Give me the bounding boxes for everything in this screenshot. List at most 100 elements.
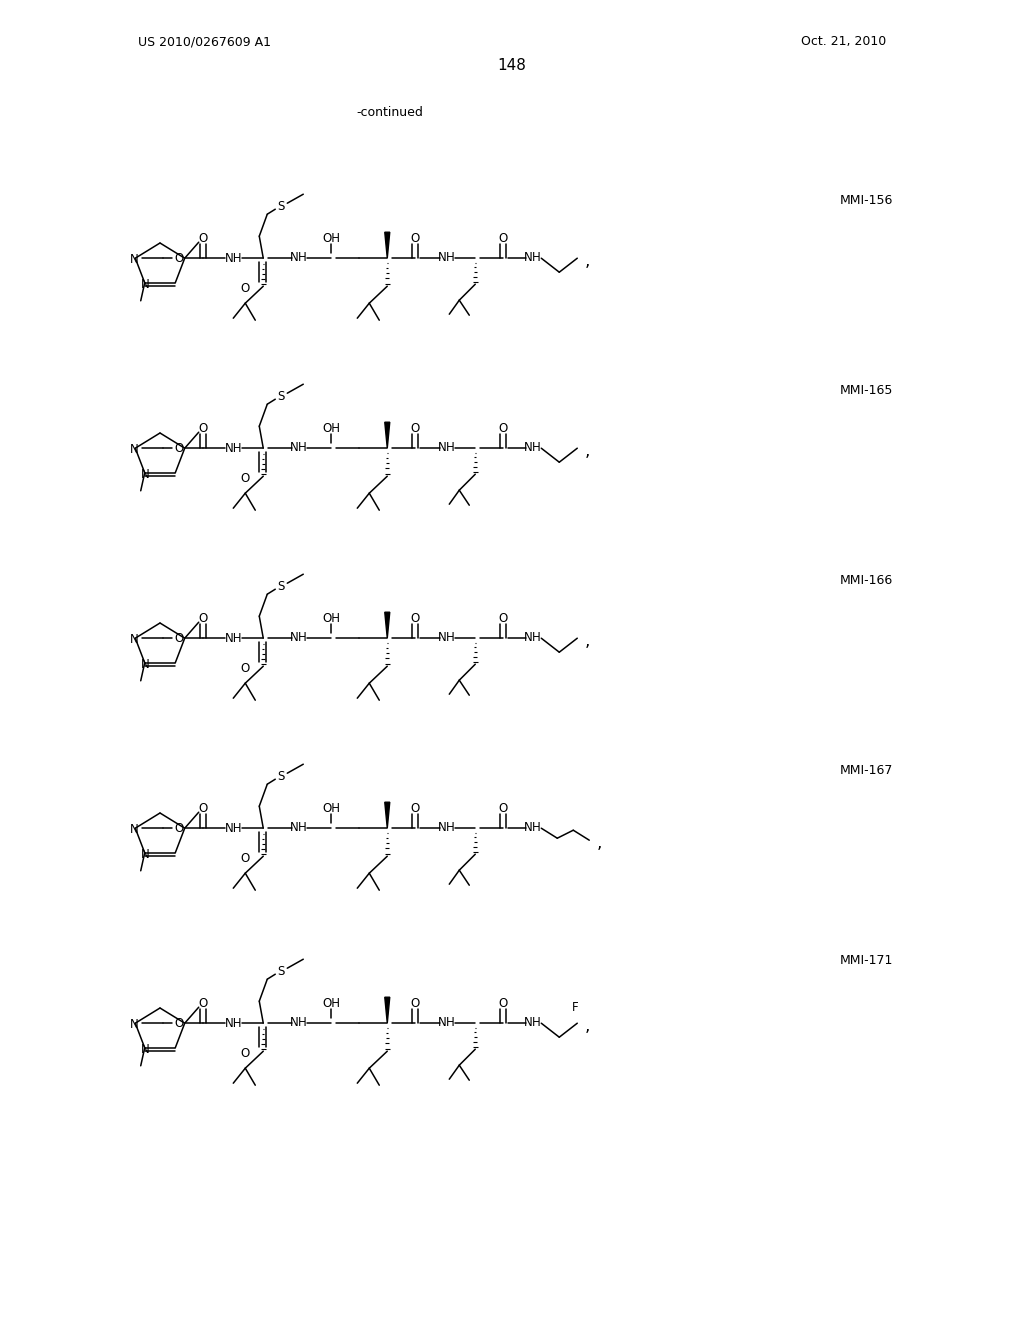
Text: N: N [141,469,151,482]
Text: O: O [175,252,184,265]
Text: US 2010/0267609 A1: US 2010/0267609 A1 [138,36,271,49]
Text: N: N [290,821,299,834]
Text: S: S [278,389,285,403]
Text: ,: , [585,632,590,651]
Text: MMI-171: MMI-171 [840,953,893,966]
Text: N: N [524,441,532,454]
Text: NH: NH [224,632,242,644]
Text: N: N [438,441,446,454]
Text: N: N [290,251,299,264]
Text: OH: OH [323,801,340,814]
Text: H: H [445,821,455,834]
Text: ,: , [597,834,602,853]
Text: O: O [499,421,508,434]
Text: O: O [411,997,420,1010]
Text: H: H [445,1015,455,1028]
Text: NH: NH [224,442,242,454]
Text: H: H [531,631,541,644]
Text: N: N [524,821,532,834]
Text: OH: OH [323,232,340,244]
Text: O: O [199,232,208,244]
Text: O: O [241,851,250,865]
Text: O: O [411,801,420,814]
Text: -continued: -continued [356,106,424,119]
Polygon shape [385,997,390,1023]
Text: H: H [445,251,455,264]
Text: O: O [175,1016,184,1030]
Text: O: O [199,421,208,434]
Text: H: H [531,1015,541,1028]
Text: NH: NH [224,252,242,265]
Text: 148: 148 [498,58,526,73]
Text: H: H [445,631,455,644]
Text: N: N [438,631,446,644]
Text: S: S [278,965,285,978]
Text: N: N [141,659,151,672]
Text: O: O [411,421,420,434]
Text: N: N [141,849,151,861]
Text: NH: NH [224,822,242,834]
Text: N: N [524,631,532,644]
Text: O: O [499,611,508,624]
Text: H: H [445,441,455,454]
Text: H: H [298,1015,306,1028]
Text: ,: , [585,442,590,461]
Polygon shape [385,803,390,828]
Text: N: N [130,252,138,265]
Polygon shape [385,232,390,259]
Text: MMI-156: MMI-156 [840,194,893,206]
Text: MMI-166: MMI-166 [840,573,893,586]
Text: N: N [524,1015,532,1028]
Text: O: O [499,232,508,244]
Text: N: N [141,279,151,292]
Text: O: O [175,442,184,454]
Text: N: N [130,442,138,455]
Text: N: N [438,1015,446,1028]
Text: O: O [411,611,420,624]
Text: N: N [290,1015,299,1028]
Text: O: O [499,801,508,814]
Text: S: S [278,199,285,213]
Polygon shape [385,612,390,638]
Text: H: H [298,631,306,644]
Text: OH: OH [323,997,340,1010]
Text: MMI-167: MMI-167 [840,763,893,776]
Text: H: H [531,821,541,834]
Text: O: O [241,661,250,675]
Text: O: O [499,997,508,1010]
Text: O: O [175,822,184,834]
Text: NH: NH [224,1016,242,1030]
Text: O: O [411,232,420,244]
Text: H: H [298,441,306,454]
Text: F: F [572,1001,579,1014]
Text: H: H [531,441,541,454]
Text: ,: , [585,252,590,271]
Text: MMI-165: MMI-165 [840,384,893,396]
Text: O: O [175,632,184,644]
Text: N: N [130,1018,138,1031]
Text: O: O [241,281,250,294]
Text: O: O [199,801,208,814]
Text: N: N [130,632,138,645]
Text: O: O [241,1047,250,1060]
Text: H: H [298,821,306,834]
Text: O: O [199,611,208,624]
Text: OH: OH [323,421,340,434]
Polygon shape [385,422,390,449]
Text: N: N [290,631,299,644]
Text: H: H [298,251,306,264]
Text: N: N [290,441,299,454]
Text: S: S [278,770,285,783]
Text: ,: , [585,1018,590,1035]
Text: OH: OH [323,611,340,624]
Text: N: N [438,251,446,264]
Text: N: N [130,822,138,836]
Text: O: O [199,997,208,1010]
Text: S: S [278,579,285,593]
Text: O: O [241,471,250,484]
Text: N: N [438,821,446,834]
Text: N: N [524,251,532,264]
Text: N: N [141,1043,151,1056]
Text: H: H [531,251,541,264]
Text: Oct. 21, 2010: Oct. 21, 2010 [801,36,886,49]
